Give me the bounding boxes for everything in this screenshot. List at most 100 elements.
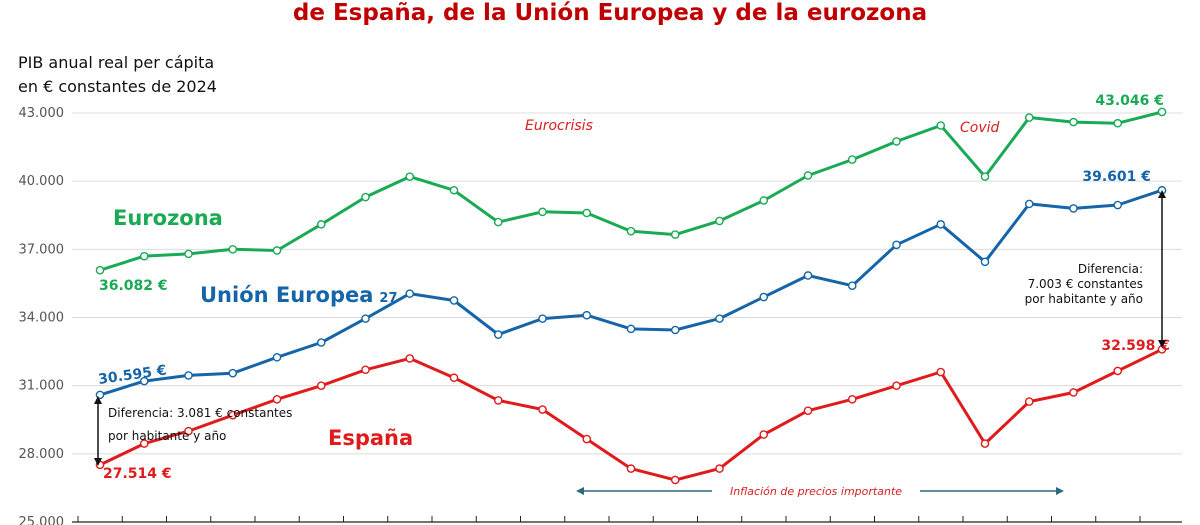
value-label-eurozona-end: 43.046 € xyxy=(1095,93,1164,109)
data-point xyxy=(361,314,370,323)
data-point xyxy=(449,185,459,195)
data-point xyxy=(715,464,724,473)
y-tick-label: 34.000 xyxy=(19,311,65,326)
data-point xyxy=(405,354,415,363)
difference-arrow-start xyxy=(94,396,102,466)
chart-title: de España, de la Unión Europea y de la e… xyxy=(293,0,927,26)
y-tick-label: 31.000 xyxy=(19,379,65,394)
series-label-ue: Unión Europea xyxy=(200,283,373,307)
data-point xyxy=(670,325,680,335)
data-point xyxy=(316,220,326,229)
difference-note-end-line2: 7.003 € constantes xyxy=(1028,277,1143,291)
series-label-ue-suffix: 27 xyxy=(379,291,397,306)
data-point xyxy=(582,208,592,218)
data-point xyxy=(936,121,946,130)
data-point xyxy=(847,394,857,404)
data-point xyxy=(892,240,901,250)
data-point xyxy=(538,405,547,414)
data-point xyxy=(184,249,193,259)
data-point xyxy=(1069,388,1078,397)
y-tick-label: 37.000 xyxy=(19,242,65,257)
difference-note-start-line2: por habitante y año xyxy=(108,429,226,443)
data-point xyxy=(715,216,724,226)
series-label-ue-group: Unión Europea 27 xyxy=(200,283,398,307)
data-point xyxy=(449,373,459,383)
data-point xyxy=(1024,397,1034,406)
data-point xyxy=(316,381,326,390)
data-point xyxy=(1113,118,1123,128)
data-point xyxy=(1113,366,1123,376)
data-point xyxy=(1069,117,1078,127)
data-point xyxy=(184,371,193,380)
y-tick-label: 25.000 xyxy=(19,515,65,525)
data-point xyxy=(759,292,769,302)
y-axis-label-line2: en € constantes de 2024 xyxy=(18,77,217,96)
inflation-arrow xyxy=(576,487,1064,495)
data-point xyxy=(626,324,636,334)
y-tick-label: 28.000 xyxy=(19,447,65,462)
data-point xyxy=(538,314,547,323)
data-point xyxy=(493,330,503,339)
difference-note-start-line1: Diferencia: 3.081 € constantes xyxy=(108,406,292,420)
data-point xyxy=(582,434,592,444)
data-point xyxy=(493,396,503,405)
data-point xyxy=(139,251,149,261)
difference-arrow-end xyxy=(1158,190,1166,348)
data-point xyxy=(1024,199,1034,209)
data-point xyxy=(95,265,105,275)
data-point xyxy=(803,406,813,415)
series-label-espana: España xyxy=(328,426,413,450)
data-point xyxy=(316,338,326,347)
data-point xyxy=(715,314,724,323)
data-point xyxy=(936,220,946,229)
data-point xyxy=(538,207,547,217)
data-point xyxy=(405,289,415,298)
data-point xyxy=(272,394,282,404)
data-point xyxy=(847,155,857,164)
data-point xyxy=(582,310,592,320)
annotation-covid: Covid xyxy=(960,120,1000,136)
y-axis-ticks: 43.000 40.000 37.000 34.000 31.000 28.000 25.0… xyxy=(19,106,65,525)
data-point xyxy=(228,245,238,254)
series-line-0 xyxy=(99,110,1163,272)
data-point xyxy=(980,172,990,181)
value-label-eurozona-start: 36.082 € xyxy=(99,278,168,294)
data-point xyxy=(272,352,282,362)
data-point xyxy=(361,365,370,375)
value-label-ue-end: 39.601 € xyxy=(1082,169,1151,185)
data-point xyxy=(139,376,149,386)
series-lines xyxy=(95,107,1167,485)
data-point xyxy=(361,192,370,202)
value-label-espana-end: 32.598 € xyxy=(1101,338,1170,354)
data-point xyxy=(626,226,636,236)
data-point xyxy=(759,196,769,205)
y-axis-label-line1: PIB anual real per cápita xyxy=(18,53,214,72)
x-axis xyxy=(72,516,1182,523)
series-label-eurozona: Eurozona xyxy=(113,206,223,230)
difference-note-end-line1: Diferencia: xyxy=(1078,262,1143,276)
data-point xyxy=(272,246,282,255)
data-point xyxy=(803,271,813,280)
data-point xyxy=(980,439,990,448)
data-point xyxy=(626,464,636,473)
data-point xyxy=(1024,113,1034,122)
data-point xyxy=(139,439,149,448)
data-point xyxy=(980,257,990,267)
data-point xyxy=(228,368,238,378)
data-point xyxy=(449,296,459,305)
data-point xyxy=(1069,204,1078,213)
annotation-inflation: Inflación de precios importante xyxy=(730,485,902,498)
difference-note-end-line3: por habitante y año xyxy=(1025,292,1143,306)
value-label-espana-start: 27.514 € xyxy=(103,466,172,482)
data-point xyxy=(228,410,238,420)
data-point xyxy=(493,217,503,227)
annotation-eurocrisis: Eurocrisis xyxy=(525,118,593,134)
data-point xyxy=(405,172,415,181)
data-point xyxy=(1113,200,1123,210)
data-point xyxy=(892,381,901,390)
data-point xyxy=(759,430,769,439)
data-point xyxy=(184,426,193,436)
data-point xyxy=(803,171,813,180)
y-tick-label: 43.000 xyxy=(19,106,65,121)
y-tick-label: 40.000 xyxy=(19,174,65,189)
